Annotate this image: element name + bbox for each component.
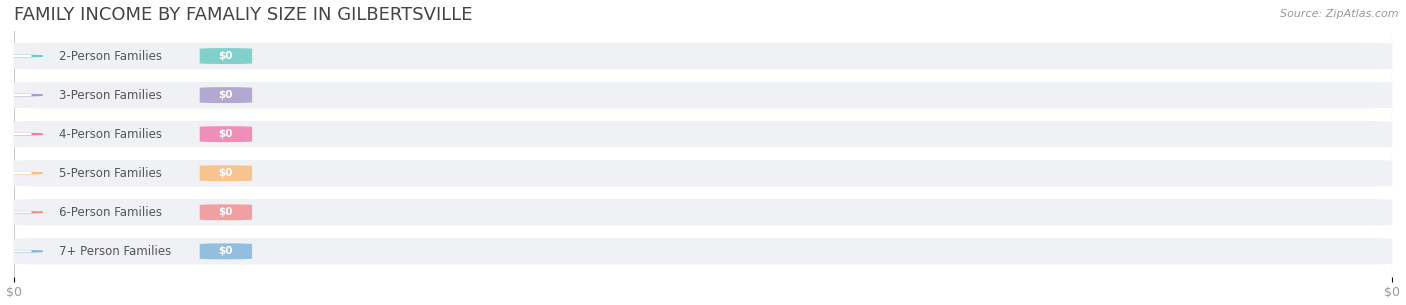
Text: 6-Person Families: 6-Person Families	[59, 206, 162, 219]
Text: Source: ZipAtlas.com: Source: ZipAtlas.com	[1281, 9, 1399, 19]
Circle shape	[0, 55, 42, 57]
Circle shape	[4, 212, 31, 213]
FancyBboxPatch shape	[14, 199, 1392, 226]
Text: $0: $0	[219, 246, 233, 256]
Text: $0: $0	[219, 90, 233, 100]
FancyBboxPatch shape	[200, 87, 252, 103]
Text: 7+ Person Families: 7+ Person Families	[59, 245, 172, 258]
Circle shape	[0, 95, 42, 96]
FancyBboxPatch shape	[14, 43, 1392, 69]
FancyBboxPatch shape	[200, 165, 252, 181]
FancyBboxPatch shape	[14, 121, 1392, 147]
Text: $0: $0	[219, 168, 233, 178]
Circle shape	[0, 173, 42, 174]
FancyBboxPatch shape	[200, 204, 252, 220]
Circle shape	[4, 173, 31, 174]
Text: 4-Person Families: 4-Person Families	[59, 128, 162, 141]
Text: 5-Person Families: 5-Person Families	[59, 167, 162, 180]
FancyBboxPatch shape	[200, 243, 252, 259]
Circle shape	[4, 251, 31, 252]
Text: 3-Person Families: 3-Person Families	[59, 89, 162, 102]
FancyBboxPatch shape	[14, 160, 1392, 186]
FancyBboxPatch shape	[14, 238, 1392, 265]
FancyBboxPatch shape	[200, 48, 252, 64]
Circle shape	[0, 212, 42, 213]
Text: $0: $0	[219, 51, 233, 61]
Circle shape	[4, 134, 31, 135]
FancyBboxPatch shape	[200, 126, 252, 142]
Circle shape	[0, 251, 42, 252]
Text: FAMILY INCOME BY FAMALIY SIZE IN GILBERTSVILLE: FAMILY INCOME BY FAMALIY SIZE IN GILBERT…	[14, 5, 472, 23]
Circle shape	[0, 134, 42, 135]
Text: $0: $0	[219, 207, 233, 217]
Text: 2-Person Families: 2-Person Families	[59, 49, 162, 63]
FancyBboxPatch shape	[14, 82, 1392, 108]
Text: $0: $0	[219, 129, 233, 139]
